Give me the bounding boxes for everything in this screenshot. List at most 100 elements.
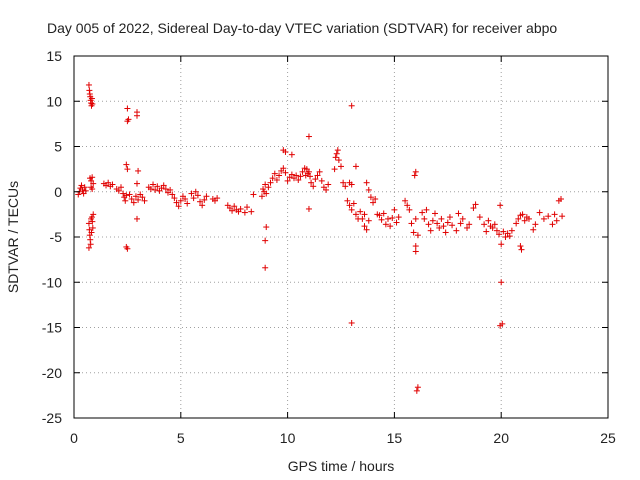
data-point-marker xyxy=(412,243,419,250)
data-point-marker xyxy=(201,196,208,203)
data-point-marker xyxy=(344,197,351,204)
data-point-marker xyxy=(262,181,269,188)
data-point-marker xyxy=(134,112,141,119)
data-point-marker xyxy=(532,221,539,228)
x-tick-label: 25 xyxy=(600,430,616,446)
data-point-marker xyxy=(81,184,88,191)
data-point-marker xyxy=(382,221,389,228)
x-tick-label: 20 xyxy=(493,430,509,446)
data-point-marker xyxy=(87,241,94,248)
data-point-marker xyxy=(78,182,85,189)
data-point-marker xyxy=(192,188,199,195)
data-point-marker xyxy=(536,209,543,216)
data-point-marker xyxy=(363,179,370,186)
data-point-marker xyxy=(89,218,96,225)
data-point-marker xyxy=(423,206,430,213)
y-tick-label: 5 xyxy=(54,139,62,155)
data-point-marker xyxy=(449,222,456,229)
data-point-marker xyxy=(502,234,509,240)
data-point-marker xyxy=(132,193,139,200)
data-point-marker xyxy=(115,187,122,194)
data-point-marker xyxy=(267,179,274,186)
data-point-marker xyxy=(411,172,418,179)
data-point-marker xyxy=(348,319,355,326)
data-point-marker xyxy=(444,219,451,226)
data-point-marker xyxy=(515,215,522,222)
data-point-marker xyxy=(265,184,272,191)
data-point-marker xyxy=(171,195,178,202)
x-axis-label: GPS time / hours xyxy=(288,458,395,474)
data-point-marker xyxy=(406,206,413,213)
data-point-marker xyxy=(231,203,238,210)
data-point-marker xyxy=(413,387,420,394)
data-point-marker xyxy=(134,215,141,222)
data-point-marker xyxy=(540,215,547,222)
data-point-marker xyxy=(122,197,129,204)
data-point-marker xyxy=(497,202,504,209)
y-tick-label: -5 xyxy=(50,229,63,245)
data-point-marker xyxy=(307,173,314,180)
data-point-marker xyxy=(150,181,157,188)
data-point-marker xyxy=(414,232,421,239)
data-point-marker xyxy=(203,193,210,200)
data-point-marker xyxy=(269,175,276,182)
data-point-marker xyxy=(425,221,432,228)
data-point-marker xyxy=(357,208,364,215)
data-point-marker xyxy=(363,226,370,233)
data-point-marker xyxy=(525,215,532,222)
y-tick-label: 10 xyxy=(46,93,62,109)
chart-title: Day 005 of 2022, Sidereal Day-to-day VTE… xyxy=(47,20,557,36)
data-point-marker xyxy=(260,186,267,193)
data-point-marker xyxy=(139,194,146,201)
data-point-marker xyxy=(167,186,174,193)
data-point-marker xyxy=(282,169,289,176)
data-point-marker xyxy=(414,384,421,391)
data-point-marker xyxy=(513,220,520,227)
data-point-marker xyxy=(346,202,353,209)
data-point-marker xyxy=(348,206,355,213)
data-point-marker xyxy=(105,179,112,186)
data-point-marker xyxy=(175,203,182,210)
data-point-marker xyxy=(506,233,513,240)
data-point-marker xyxy=(89,100,96,107)
data-point-marker xyxy=(184,200,191,207)
data-point-marker xyxy=(214,195,221,202)
data-point-marker xyxy=(271,170,278,177)
data-point-marker xyxy=(466,221,473,228)
data-point-marker xyxy=(141,197,148,204)
data-point-marker xyxy=(434,220,441,227)
data-point-marker xyxy=(446,214,453,221)
data-point-marker xyxy=(483,228,490,235)
data-point-marker xyxy=(412,248,419,255)
data-point-marker xyxy=(549,221,556,228)
data-point-marker xyxy=(244,204,251,211)
data-point-marker xyxy=(90,211,97,218)
data-point-marker xyxy=(421,215,428,222)
data-point-marker xyxy=(485,217,492,224)
data-point-marker xyxy=(130,199,137,206)
data-point-marker xyxy=(380,210,387,217)
data-point-marker xyxy=(258,193,265,200)
data-point-marker xyxy=(419,209,426,216)
data-point-marker xyxy=(312,176,319,183)
data-point-marker xyxy=(188,190,195,197)
data-point-marker xyxy=(229,207,236,214)
data-point-marker xyxy=(89,186,96,193)
data-point-marker xyxy=(331,166,338,173)
data-point-marker xyxy=(348,102,355,109)
data-point-marker xyxy=(128,195,135,202)
data-point-marker xyxy=(438,215,445,222)
data-point-marker xyxy=(297,173,304,180)
data-point-marker xyxy=(323,186,330,193)
data-point-marker xyxy=(237,205,244,212)
data-point-marker xyxy=(498,241,505,248)
data-point-marker xyxy=(284,177,291,184)
data-point-marker xyxy=(453,227,460,234)
data-point-marker xyxy=(295,176,302,183)
data-point-marker xyxy=(350,200,357,207)
axis-ticks xyxy=(73,55,609,419)
data-point-marker xyxy=(489,224,496,231)
data-point-marker xyxy=(367,194,374,201)
data-point-marker xyxy=(352,163,359,170)
data-point-marker xyxy=(173,199,180,206)
